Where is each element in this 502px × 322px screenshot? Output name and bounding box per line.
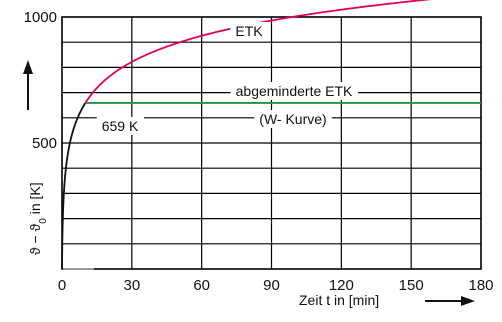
etk-curve [84,0,432,104]
abgeminderte-etk-label-bg [230,82,359,100]
etk-label-text: ETK [235,23,263,39]
etk-label: ETK [230,22,269,40]
w-kurve-label: (W- Kurve) [254,110,332,128]
tick-labels: 0 30 60 90 120 150 180 500 1000 [24,9,494,294]
x-tick-label: 120 [329,277,354,294]
etk-initial-curve [61,102,87,270]
y-tick-label: 500 [32,135,57,152]
value-659k-label-bg [96,117,144,135]
w-kurve-label-bg [254,110,332,128]
abgeminderte-etk-label: abgeminderte ETK [230,82,359,100]
grid [61,16,482,270]
value-659k-label-text: 659 K [102,118,139,134]
x-tick-label: 0 [58,277,66,294]
x-axis-arrow [425,296,475,306]
annotations: ETK abgeminderte ETK (W- Kurve) 659 K [96,22,359,135]
x-axis-label: Zeit t in [min] [299,292,379,308]
x-tick-label: 90 [263,277,280,294]
x-tick-label: 30 [123,277,140,294]
y-tick-label: 1000 [24,9,57,26]
y-axis-label: ϑ − ϑ0 in [K] [27,182,49,255]
etk-label-bg [230,22,269,40]
y-axis-arrow [23,60,33,110]
x-tick-label: 60 [193,277,210,294]
x-tick-label: 150 [399,277,424,294]
x-tick-label: 180 [468,277,493,294]
curves [61,0,481,270]
value-659k-label: 659 K [96,117,144,135]
plot-frame [61,16,482,270]
w-kurve-label-text: (W- Kurve) [259,111,326,127]
abgeminderte-etk-label-text: abgeminderte ETK [236,83,353,99]
